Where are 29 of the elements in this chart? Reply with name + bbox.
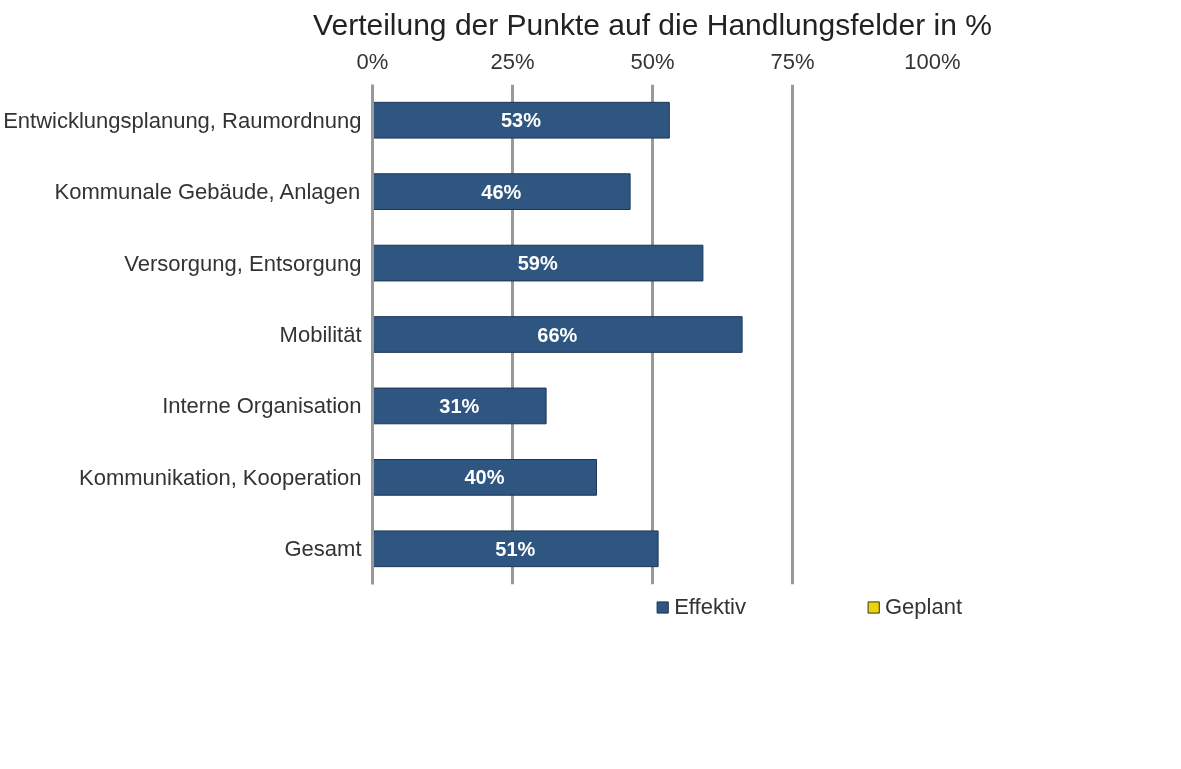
bar xyxy=(372,101,670,139)
y-tick-label: Gesamt xyxy=(284,536,362,562)
y-tick-label: Mobilität xyxy=(279,322,362,347)
y-tick-label: Kommunikation, Kooperation xyxy=(79,464,362,490)
data-label: 46% xyxy=(481,180,522,203)
x-tick-label: 75% xyxy=(770,48,815,74)
bar xyxy=(372,459,597,496)
legend-label: Geplant xyxy=(884,594,962,620)
bar xyxy=(372,530,659,568)
data-label: 31% xyxy=(439,394,480,417)
bar xyxy=(372,387,547,425)
data-label: 51% xyxy=(495,537,536,560)
x-tick-label: 25% xyxy=(490,48,535,74)
bar xyxy=(372,316,743,353)
x-tick-label: 50% xyxy=(630,48,675,74)
data-label: 66% xyxy=(537,323,578,346)
y-tick-label: Kommunale Gebäude, Anlagen xyxy=(54,179,361,205)
x-tick-label: 100% xyxy=(904,48,961,74)
y-tick-label: Interne Organisation xyxy=(162,393,362,419)
data-label: 40% xyxy=(464,466,505,489)
chart-title: Verteilung der Punkte auf die Handlungsfelder in % xyxy=(313,7,992,41)
legend-label: Effektiv xyxy=(674,594,746,620)
y-tick-label: Entwicklungsplanung, Raumordnung xyxy=(3,107,362,133)
x-tick-label: 0% xyxy=(356,48,389,74)
bar xyxy=(372,244,704,282)
y-tick-label: Versorgung, Entsorgung xyxy=(124,250,362,276)
bar xyxy=(372,173,631,210)
data-label: 53% xyxy=(500,109,542,132)
data-label: 59% xyxy=(517,252,558,275)
